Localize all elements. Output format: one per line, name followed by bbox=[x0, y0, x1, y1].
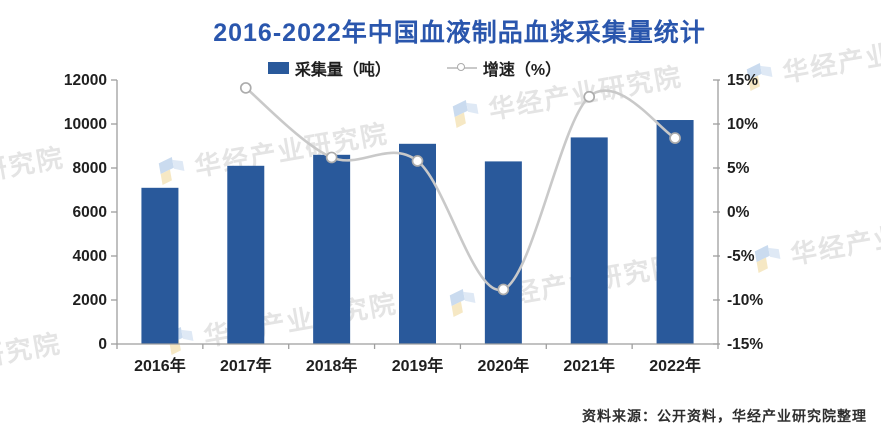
left-axis-label: 12000 bbox=[64, 72, 107, 89]
growth-marker-2017年 bbox=[239, 82, 252, 94]
right-axis-label: -5% bbox=[727, 248, 755, 265]
right-axis-label: 5% bbox=[727, 160, 750, 177]
legend-item-growth: 增速（%） bbox=[446, 56, 562, 80]
x-axis-label: 2020年 bbox=[478, 356, 530, 375]
growth-marker-2022年 bbox=[669, 132, 681, 144]
right-axis-label: 10% bbox=[727, 116, 758, 133]
right-axis-label: -15% bbox=[727, 336, 763, 353]
source-note: 资料来源：公开资料，华经产业研究院整理 bbox=[582, 408, 867, 424]
watermark-logo-icon bbox=[452, 99, 479, 128]
watermark-logo-icon bbox=[746, 62, 773, 91]
left-axis-label: 6000 bbox=[73, 204, 107, 221]
watermark: 华经产业研究院 bbox=[444, 245, 682, 322]
chart-title: 2016-2022年中国血液制品血浆采集量统计 bbox=[213, 19, 706, 47]
x-axis-label: 2016年 bbox=[134, 356, 186, 375]
growth-marker-2021年 bbox=[583, 90, 596, 103]
growth-marker-2018年 bbox=[325, 151, 338, 164]
x-axis-label: 2022年 bbox=[649, 356, 701, 375]
watermark: 华经产业研究院 bbox=[749, 201, 881, 278]
bar-2016年 bbox=[141, 187, 179, 344]
bar-2020年 bbox=[484, 161, 522, 344]
left-axis-label: 4000 bbox=[73, 248, 107, 265]
legend-label-collection: 采集量（吨） bbox=[294, 62, 391, 79]
x-axis-label: 2017年 bbox=[220, 356, 272, 375]
bar-2017年 bbox=[227, 165, 265, 344]
bar-2022年 bbox=[656, 120, 694, 344]
legend-label-growth: 增速（%） bbox=[482, 62, 562, 79]
growth-line bbox=[244, 86, 677, 292]
left-axis-label: 8000 bbox=[73, 160, 107, 177]
watermark: 华经产业研究院 bbox=[447, 56, 685, 133]
growth-marker-2020年 bbox=[497, 283, 510, 296]
x-axis-label: 2021年 bbox=[563, 356, 615, 375]
bar-2018年 bbox=[313, 154, 351, 344]
x-axis-label: 2019年 bbox=[392, 356, 444, 375]
bar-series-swatch-icon bbox=[267, 62, 289, 74]
x-axis-label: 2018年 bbox=[306, 356, 358, 375]
watermark-logo-icon bbox=[449, 288, 476, 317]
line-swatch-marker bbox=[456, 63, 465, 71]
line-series-swatch-icon bbox=[446, 62, 477, 74]
right-axis-label: -10% bbox=[727, 292, 763, 309]
watermark: 华经产业研究院 bbox=[741, 19, 881, 96]
left-axis-label: 0 bbox=[98, 336, 107, 353]
watermark: 华经产业研究院 bbox=[153, 113, 391, 190]
bar-2019年 bbox=[399, 143, 436, 344]
left-axis-label: 10000 bbox=[64, 116, 107, 133]
right-axis-label: 15% bbox=[727, 72, 758, 89]
growth-marker-2019年 bbox=[411, 155, 424, 167]
legend-item-collection: 采集量（吨） bbox=[267, 56, 391, 80]
watermark-logo-icon bbox=[158, 156, 185, 185]
left-axis-label: 2000 bbox=[73, 292, 107, 309]
bar-2021年 bbox=[570, 137, 608, 344]
right-axis-label: 0% bbox=[727, 204, 750, 221]
watermark-logo-icon bbox=[754, 244, 781, 273]
legend: 采集量（吨） 增速（%） bbox=[0, 56, 881, 80]
